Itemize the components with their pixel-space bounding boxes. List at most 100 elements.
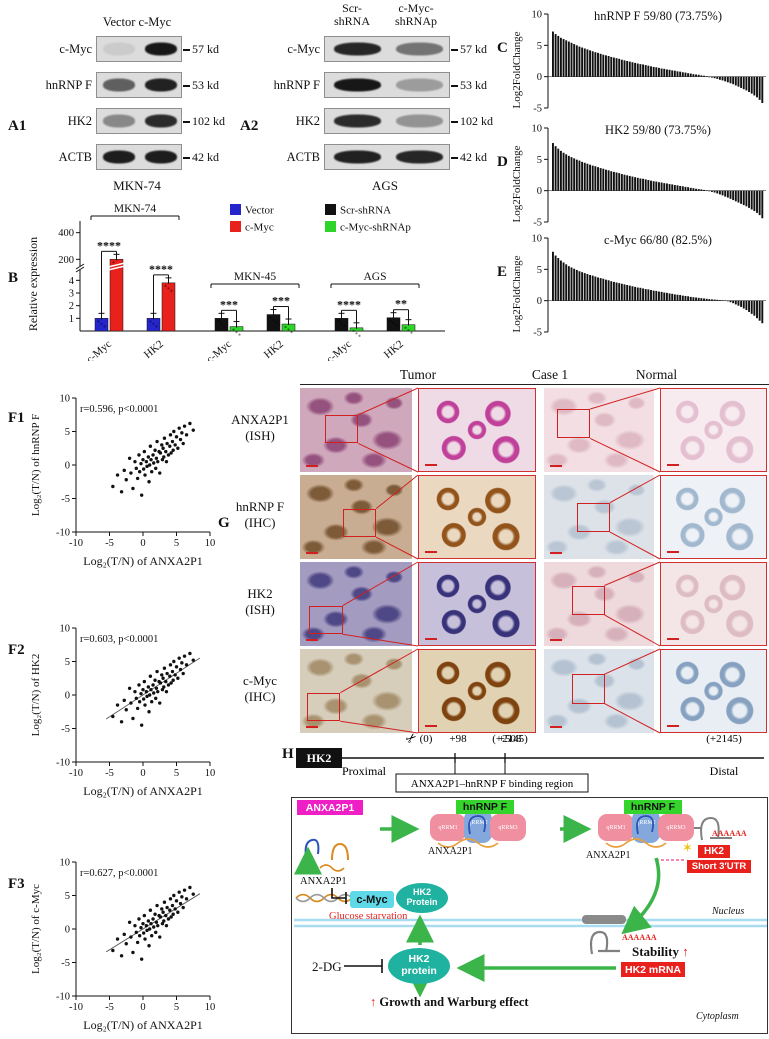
g-image-tumor-low	[300, 649, 412, 733]
anxa2p1-text-2: ANXA2P1	[586, 850, 631, 861]
protein-label: HK2	[67, 113, 92, 128]
chart-title: c-Myc 66/80 (82.5%)	[604, 233, 712, 247]
waterfall-hnrnpf: hnRNP F 59/80 (73.75%) Log2FoldChange 10 5 0…	[510, 8, 769, 120]
protein-band	[395, 42, 443, 56]
g-image-normal-zoom	[660, 649, 767, 733]
protein-label: HK2	[295, 113, 320, 128]
x-axis-label: Log₂(T/N) of ANXA2P1	[83, 1018, 203, 1032]
svg-text:-10: -10	[56, 528, 70, 539]
svg-text:10: 10	[205, 768, 216, 779]
svg-text:-5: -5	[61, 958, 70, 969]
polya-bottom: AAAAAA	[622, 933, 657, 942]
g-image-normal-low	[544, 475, 654, 559]
stability-label: Stability ↑	[632, 944, 689, 959]
blot-row: c-Myc 57 kd	[268, 36, 504, 62]
blot-row: hnRNP F 53 kd	[36, 72, 246, 98]
svg-text:-10: -10	[69, 1002, 83, 1013]
svg-text:qRRM3: qRRM3	[498, 825, 517, 831]
protein-band	[333, 150, 381, 164]
zoom-region-box	[324, 414, 359, 444]
svg-text:5: 5	[174, 768, 179, 779]
svg-text:5: 5	[537, 155, 542, 166]
protein-band	[395, 150, 443, 164]
hk2-gene-box	[296, 748, 342, 768]
scale-bar	[306, 725, 318, 728]
svg-text:10: 10	[532, 234, 543, 245]
significance-stars: ***	[272, 294, 290, 308]
blot-image	[96, 36, 182, 62]
arrow-export	[621, 857, 661, 935]
svg-text:10: 10	[60, 394, 71, 405]
svg-text:c-Myc: c-Myc	[324, 338, 354, 361]
nucleus-label: Nucleus	[712, 906, 745, 917]
pos-98: +98	[449, 733, 467, 745]
panel-label-f3: F3	[8, 876, 25, 892]
y-axis-label: Log₂(T/N) of hnRNP F	[30, 414, 42, 516]
scale-bar	[667, 637, 679, 640]
hk2-protein-oval-lower: HK2 protein	[388, 948, 450, 984]
zoom-region-box	[577, 502, 610, 533]
svg-text:5: 5	[537, 265, 542, 276]
zoom-region-box	[557, 409, 591, 439]
svg-text:0: 0	[140, 538, 145, 549]
svg-text:c-Myc: c-Myc	[84, 338, 114, 361]
svg-text:5: 5	[65, 891, 70, 902]
g-image-normal-low	[544, 649, 654, 733]
scale-bar	[550, 464, 562, 467]
scale-bar	[306, 464, 318, 467]
protein-label: ACTB	[286, 149, 320, 164]
kd-label: 42 kd	[450, 150, 487, 165]
two-dg-label: 2-DG	[312, 959, 342, 974]
svg-text:5: 5	[174, 538, 179, 549]
scale-bar	[306, 551, 318, 554]
blot-row: hnRNP F 53 kd	[268, 72, 504, 98]
panel-label-c: C	[497, 40, 508, 56]
protein-band	[395, 78, 443, 92]
scale-bar	[550, 725, 562, 728]
distal-label: Distal	[710, 764, 739, 778]
scatter-hk2-anxa2p1: -10 -10 -5 -5 0 0 5 5 10 10 r=0.603, p<0.0001 Log₂(…	[28, 618, 223, 803]
protein-band	[333, 114, 381, 128]
hk2-gene-label: HK2	[307, 751, 332, 765]
waterfall-chart: c-Myc 66/80 (82.5%) Log2FoldChange 10 5 0 -5	[511, 233, 766, 339]
x-axis-label: Log₂(T/N) of ANXA2P1	[83, 784, 203, 798]
blot-image	[96, 72, 182, 98]
panel-label-f2: F2	[8, 642, 25, 658]
y-axis-label: Relative expression	[26, 237, 40, 331]
y-axis-label: Log2FoldChange	[511, 145, 523, 222]
scale-bar	[667, 724, 679, 727]
g-image-normal-zoom	[660, 562, 767, 646]
zoom-region-box	[306, 692, 341, 722]
panel-label-h: H	[282, 746, 294, 762]
g-row-label: ANXA2P1 (ISH)	[231, 412, 289, 443]
kd-label: 102 kd	[182, 114, 225, 129]
g-image-normal-zoom	[660, 388, 767, 472]
svg-text:-10: -10	[56, 992, 70, 1003]
significance-stars: ****	[149, 262, 173, 276]
g-image-tumor-low	[300, 475, 412, 559]
svg-text:qRRM2: qRRM2	[468, 820, 487, 826]
svg-text:10: 10	[205, 1002, 216, 1013]
svg-text:qRRM1: qRRM1	[606, 825, 625, 831]
significance-stars: **	[395, 297, 407, 311]
blot-row: HK2 102 kd	[36, 108, 246, 134]
hnrnpf-label-box-2: hnRNP F	[624, 800, 682, 814]
svg-text:1: 1	[69, 314, 74, 325]
mechanism-diagram: qRRM1 qRRM2 qRRM3 qRRM1 qRRM2 qRRM3	[291, 797, 768, 1034]
y-axis-label: Log₂(T/N) of c-Myc	[30, 884, 42, 974]
protein-band	[102, 78, 135, 92]
svg-text:0: 0	[65, 691, 70, 702]
cell-line-label: MKN-74	[113, 178, 161, 193]
g-image-normal-low	[544, 388, 654, 472]
y-axis-label: Log2FoldChange	[511, 31, 523, 108]
correlation-annotation: r=0.596, p<0.0001	[80, 404, 158, 415]
legend-label: c-Myc	[245, 222, 274, 234]
hk2-red-box: HK2	[698, 845, 730, 858]
waterfall-chart: HK2 59/80 (73.75%) Log2FoldChange 10 5 0 -5	[511, 123, 766, 229]
blot-image	[324, 72, 450, 98]
legend-swatch	[230, 204, 241, 215]
a1-lane-header: Vector c-Myc	[102, 15, 172, 29]
pos-508b: +508	[499, 733, 522, 745]
scale-bar	[425, 463, 437, 466]
svg-text:200: 200	[58, 255, 74, 266]
